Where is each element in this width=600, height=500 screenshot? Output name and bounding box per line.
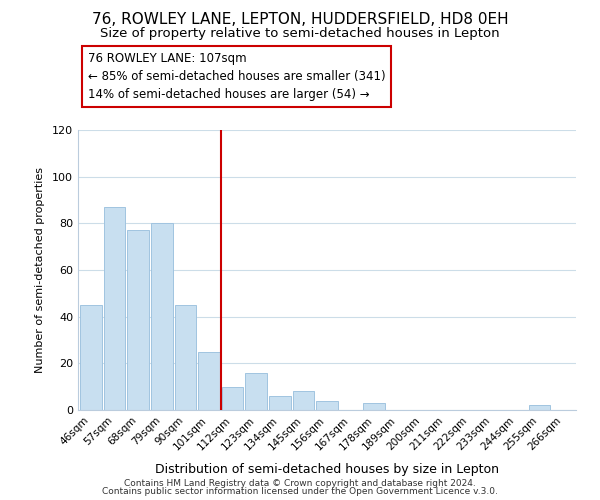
Text: 76 ROWLEY LANE: 107sqm
← 85% of semi-detached houses are smaller (341)
14% of se: 76 ROWLEY LANE: 107sqm ← 85% of semi-det…	[88, 52, 386, 100]
Y-axis label: Number of semi-detached properties: Number of semi-detached properties	[35, 167, 45, 373]
Text: Contains HM Land Registry data © Crown copyright and database right 2024.: Contains HM Land Registry data © Crown c…	[124, 478, 476, 488]
Bar	[316, 400, 338, 410]
Bar	[127, 230, 149, 410]
Bar	[80, 305, 102, 410]
Bar	[269, 396, 290, 410]
Text: 76, ROWLEY LANE, LEPTON, HUDDERSFIELD, HD8 0EH: 76, ROWLEY LANE, LEPTON, HUDDERSFIELD, H…	[92, 12, 508, 28]
Bar	[151, 224, 173, 410]
Text: Size of property relative to semi-detached houses in Lepton: Size of property relative to semi-detach…	[100, 28, 500, 40]
X-axis label: Distribution of semi-detached houses by size in Lepton: Distribution of semi-detached houses by …	[155, 463, 499, 476]
Bar	[293, 392, 314, 410]
Bar	[529, 406, 550, 410]
Bar	[245, 372, 267, 410]
Bar	[175, 305, 196, 410]
Bar	[104, 207, 125, 410]
Bar	[198, 352, 220, 410]
Bar	[364, 403, 385, 410]
Bar	[222, 386, 244, 410]
Text: Contains public sector information licensed under the Open Government Licence v.: Contains public sector information licen…	[102, 487, 498, 496]
